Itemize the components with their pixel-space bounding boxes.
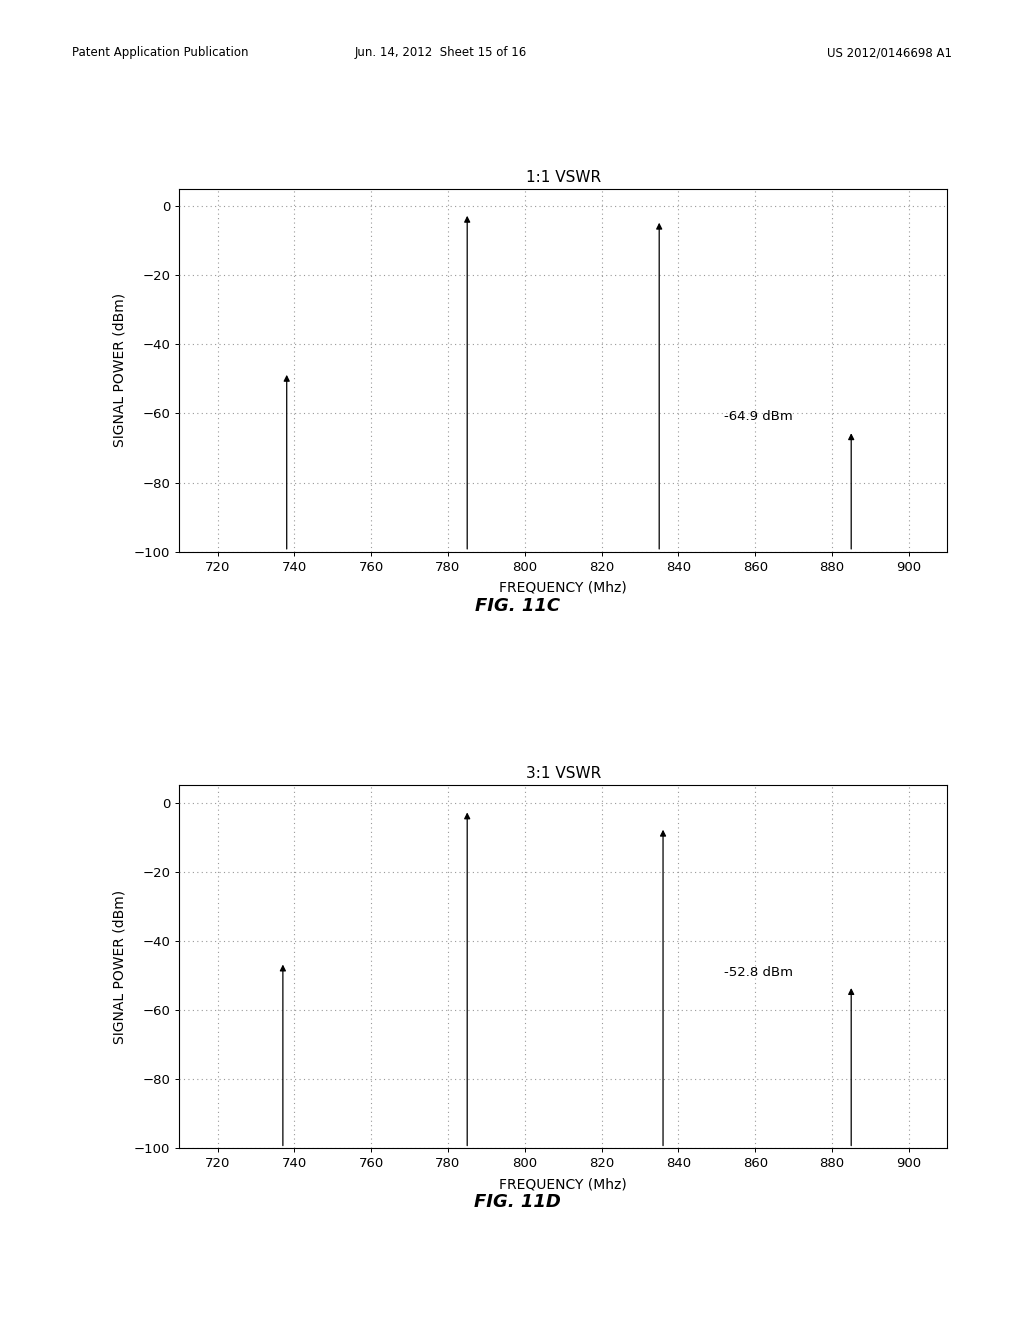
Text: -64.9 dBm: -64.9 dBm [724, 411, 794, 424]
Y-axis label: SIGNAL POWER (dBm): SIGNAL POWER (dBm) [113, 890, 127, 1044]
X-axis label: FREQUENCY (Mhz): FREQUENCY (Mhz) [500, 581, 627, 595]
Y-axis label: SIGNAL POWER (dBm): SIGNAL POWER (dBm) [113, 293, 127, 447]
Text: FIG. 11C: FIG. 11C [474, 597, 560, 615]
Text: Jun. 14, 2012  Sheet 15 of 16: Jun. 14, 2012 Sheet 15 of 16 [354, 46, 526, 59]
Text: FIG. 11D: FIG. 11D [474, 1193, 560, 1212]
Title: 3:1 VSWR: 3:1 VSWR [525, 767, 601, 781]
Title: 1:1 VSWR: 1:1 VSWR [525, 170, 601, 185]
X-axis label: FREQUENCY (Mhz): FREQUENCY (Mhz) [500, 1177, 627, 1192]
Text: -52.8 dBm: -52.8 dBm [724, 966, 794, 978]
Text: Patent Application Publication: Patent Application Publication [72, 46, 248, 59]
Text: US 2012/0146698 A1: US 2012/0146698 A1 [827, 46, 952, 59]
